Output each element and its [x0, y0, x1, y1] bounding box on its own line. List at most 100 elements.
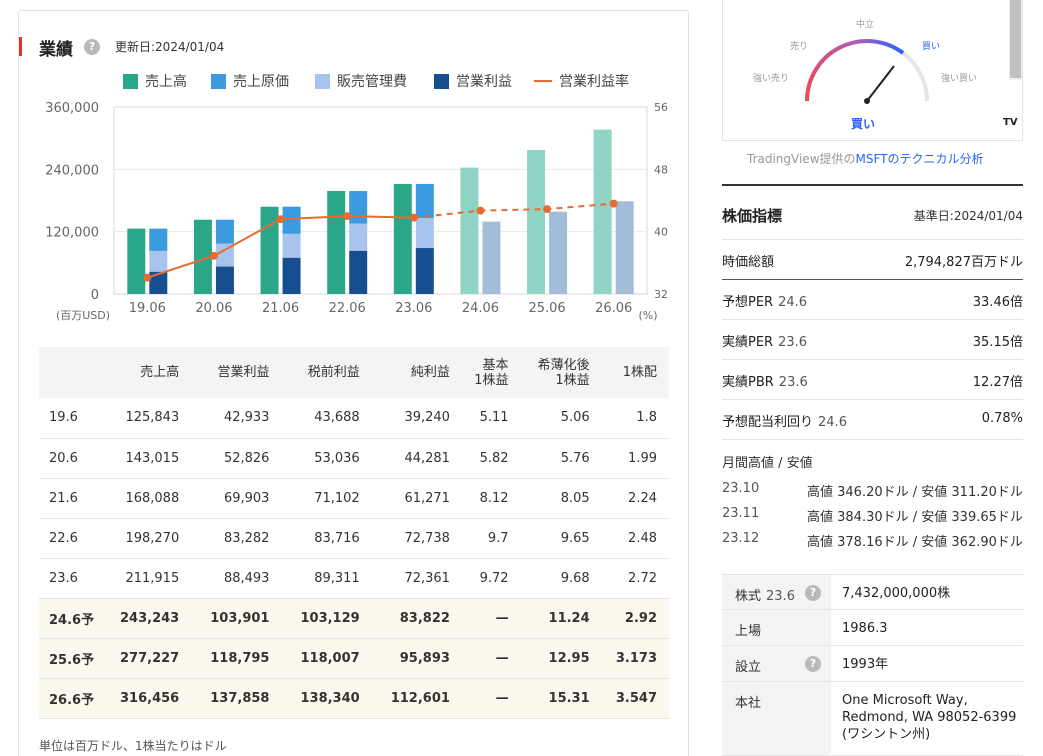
bar-sga[interactable] [415, 218, 434, 249]
table-row: 19.6 125,843 42,933 43,688 39,240 5.11 5.06 1.8 [39, 398, 669, 439]
metric-row: 時価総額 2,794,827百万ドル [722, 239, 1023, 279]
margin-point[interactable] [409, 213, 418, 222]
legend-item[interactable]: 販売管理費 [315, 72, 407, 90]
table-cell: 112,601 [371, 678, 462, 719]
legend-item[interactable]: 売上高 [123, 72, 187, 90]
metric-period: 24.6 [818, 415, 847, 430]
info-key: 株式 23.6 [735, 589, 795, 604]
metric-label: 予想PER 24.6 [722, 295, 808, 310]
legend-swatch [315, 73, 330, 89]
table-cell: 118,795 [191, 638, 282, 679]
bar-cost[interactable] [282, 206, 301, 234]
metric-value: 2,794,827百万ドル [904, 255, 1023, 270]
metric-label: 実績PER 23.6 [722, 335, 808, 350]
table-cell: 9.7 [461, 518, 521, 559]
bar-cost[interactable] [215, 219, 234, 244]
divider [722, 399, 1023, 400]
bar-sales[interactable] [327, 191, 346, 294]
bar-operating-profit[interactable] [349, 250, 368, 294]
bar-sales[interactable] [260, 206, 279, 294]
margin-point[interactable] [343, 212, 352, 221]
bar-sales[interactable] [393, 183, 412, 294]
help-icon[interactable]: ? [84, 39, 100, 55]
bar-sales[interactable] [527, 149, 546, 294]
bar-sga[interactable] [282, 233, 301, 258]
x-tick: 22.06 [329, 301, 366, 316]
table-header-cell: 純利益 [410, 365, 450, 380]
margin-line-actual [147, 215, 414, 279]
table-row: 24.6予 243,243 103,901 103,129 83,822—11.24 2.… [39, 598, 669, 639]
x-tick: 26.06 [595, 301, 632, 316]
table-cell: 72,738 [371, 518, 462, 559]
bar-sales[interactable] [593, 129, 612, 294]
bar-sga[interactable] [215, 243, 234, 267]
help-icon[interactable]: ? [805, 585, 821, 601]
chart-legend: 売上高 売上原価 販売管理費 営業利益 営業利益率 [123, 72, 663, 90]
legend-label: 営業利益率 [559, 74, 629, 90]
company-info-row: 設立? 1993年 [722, 646, 1023, 682]
bar-sales[interactable] [193, 219, 212, 294]
row-period: 21.6 [39, 478, 101, 519]
table-cell: — [461, 638, 521, 679]
table-header-cell: 売上高 [140, 365, 180, 380]
bar-cost-forecast[interactable] [482, 221, 501, 294]
legend-item[interactable]: 売上原価 [211, 72, 289, 90]
table-cell: 3.547 [601, 678, 669, 719]
bar-cost[interactable] [149, 228, 168, 251]
info-value: 1986.3 [842, 621, 888, 636]
margin-point[interactable] [209, 251, 218, 260]
info-key: 設立 [735, 660, 762, 675]
bar-sales[interactable] [460, 167, 479, 294]
table-cell: 69,903 [191, 478, 282, 519]
bar-cost[interactable] [349, 191, 368, 224]
margin-point[interactable] [543, 205, 552, 214]
update-date: 更新日:2024/01/04 [115, 40, 225, 54]
bar-operating-profit[interactable] [215, 266, 234, 294]
sidebar-panel: 中立 売り 買い 強い売り 強い買い 買い TV TradingView提供のM… [722, 0, 1043, 756]
table-cell: 1.99 [601, 438, 669, 479]
margin-point[interactable] [276, 215, 285, 224]
bar-cost-forecast[interactable] [549, 211, 568, 294]
metric-row: 予想配当利回り 24.6 0.78% [722, 399, 1023, 439]
company-info-row: 株式 23.6? 7,432,000,000株 [722, 574, 1023, 610]
margin-point[interactable] [476, 206, 485, 215]
info-key: 本社 [735, 696, 762, 711]
info-period: 23.6 [766, 589, 795, 604]
help-icon[interactable]: ? [805, 656, 821, 672]
bar-cost-forecast[interactable] [615, 201, 634, 294]
table-cell: 88,493 [191, 558, 282, 599]
bar-sga[interactable] [149, 250, 168, 272]
bar-operating-profit[interactable] [149, 271, 168, 294]
legend-item[interactable]: 営業利益率 [534, 72, 629, 90]
table-row: 20.6 143,015 52,826 53,036 44,281 5.82 5.76 1.9… [39, 438, 669, 479]
metric-value: 35.15倍 [972, 335, 1023, 350]
widget-scrollbar-thumb[interactable] [1010, 0, 1021, 78]
bar-operating-profit[interactable] [415, 248, 434, 294]
monthly-row: 23.10 高値 346.20ドル / 安値 311.20ドル [722, 481, 1023, 501]
stock-metrics-title: 株価指標 [722, 207, 783, 225]
table-header-cell: 営業利益 [217, 365, 270, 380]
bar-cost[interactable] [415, 183, 434, 219]
bar-sales[interactable] [127, 228, 146, 294]
bar-operating-profit[interactable] [282, 257, 301, 294]
tradingview-logo-icon[interactable]: TV [1003, 117, 1018, 128]
technical-analysis-link[interactable]: MSFTのテクニカル分析 [855, 152, 984, 166]
reference-date: 基準日:2024/01/04 [913, 209, 1023, 223]
table-cell: 277,227 [101, 638, 192, 679]
table-cell: 8.12 [461, 478, 521, 519]
plot-frame [113, 106, 648, 295]
margin-point[interactable] [609, 199, 618, 208]
monthly-range-title: 月間高値 / 安値 [722, 456, 813, 471]
table-cell: 2.92 [601, 598, 669, 639]
table-cell: 39,240 [371, 398, 462, 439]
divider [722, 319, 1023, 320]
monthly-row: 23.12 高値 378.16ドル / 安値 362.90ドル [722, 531, 1023, 551]
row-period: 22.6 [39, 518, 101, 559]
x-tick: 21.06 [262, 301, 299, 316]
margin-point[interactable] [143, 273, 152, 282]
bar-sga[interactable] [349, 223, 368, 251]
legend-swatch [434, 73, 449, 89]
legend-item[interactable]: 営業利益 [434, 72, 512, 90]
table-cell: 5.11 [461, 398, 521, 439]
info-value: 7,432,000,000株 [842, 586, 951, 601]
